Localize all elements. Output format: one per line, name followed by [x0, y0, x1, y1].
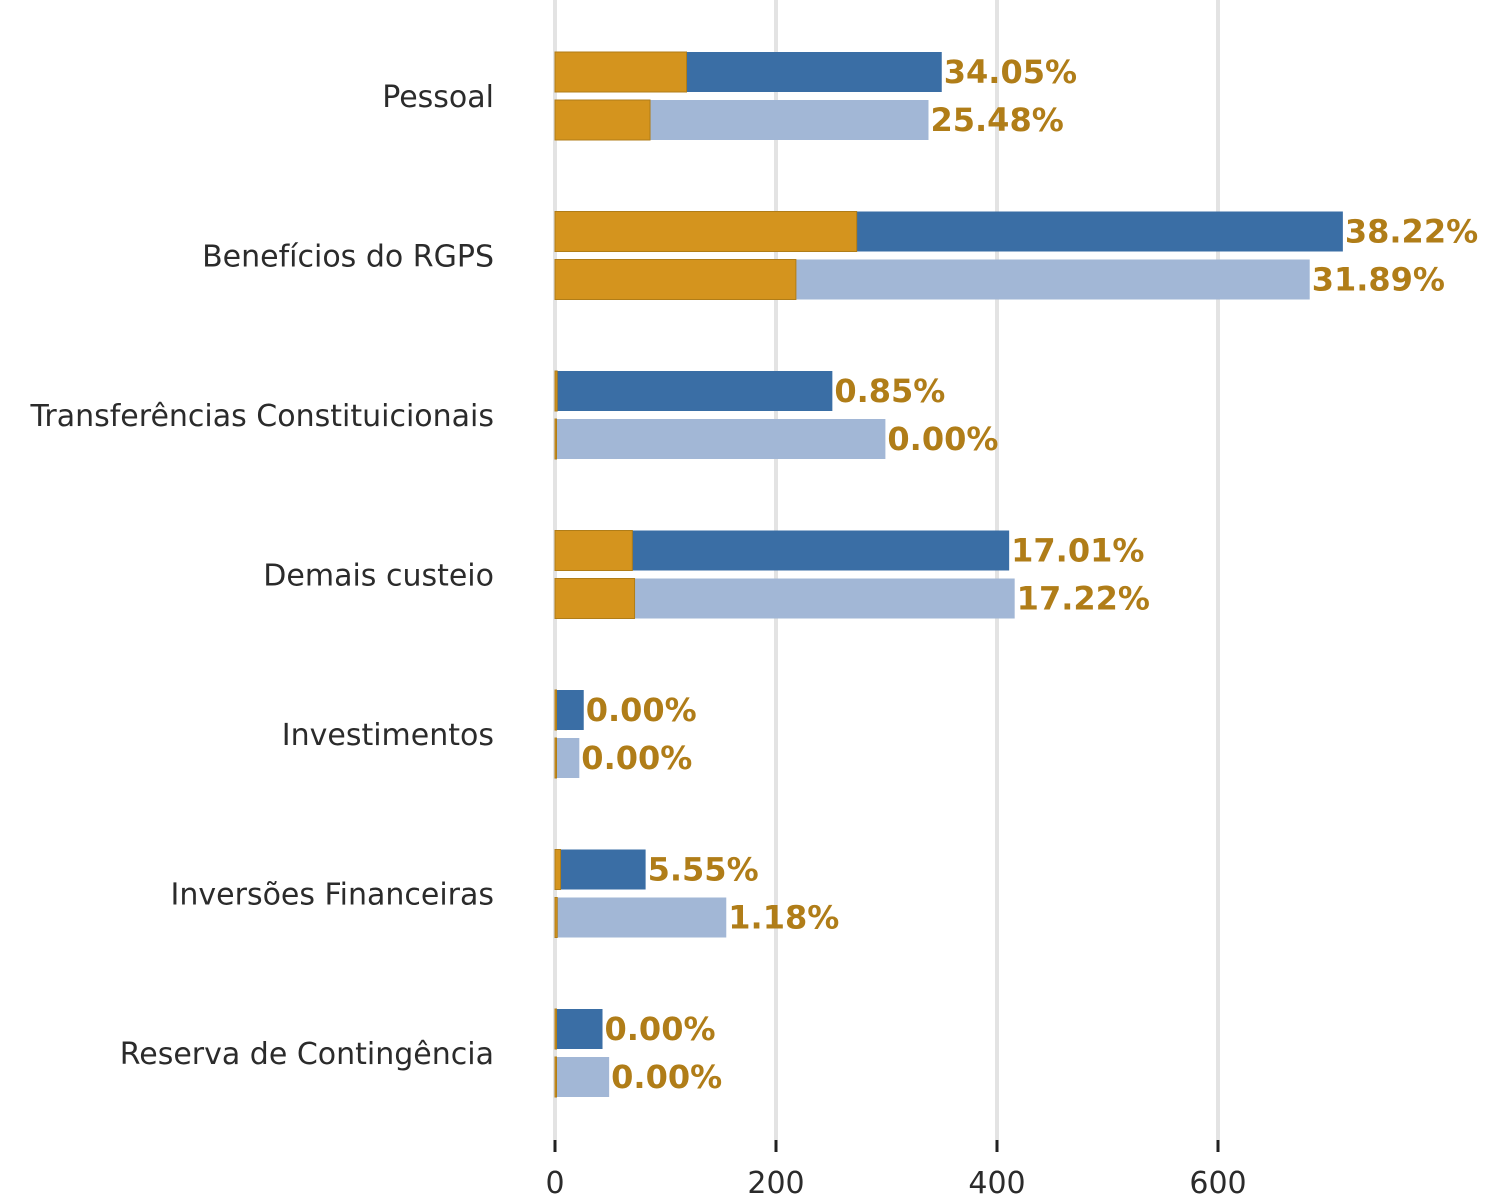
bar-b [555, 897, 727, 938]
bar-overlay-a [554, 211, 858, 252]
bar-overlay-a [554, 530, 633, 571]
bar-value-label: 0.00% [887, 420, 998, 458]
bar-overlay-b [554, 737, 557, 779]
x-axis: 0 200 400 600 [545, 1140, 1247, 1200]
bar-a [555, 690, 584, 730]
bar-overlay-b [554, 99, 651, 141]
bar-overlay-b [554, 897, 558, 938]
category-labels: Pessoal Benefícios do RGPS Transferências … [29, 80, 494, 1072]
bar-b [555, 1057, 610, 1097]
bar-a [555, 1009, 603, 1049]
bar-value-label: 34.05% [944, 53, 1077, 91]
category-label: Pessoal [382, 80, 494, 115]
bar-value-label: 0.00% [581, 739, 692, 777]
category-label: Transferências Constituicionais [29, 399, 494, 434]
bar-value-label: 17.01% [1011, 532, 1144, 570]
bar-value-label: 1.18% [728, 899, 839, 937]
category-label: Investimentos [282, 718, 494, 753]
bar-b [555, 738, 580, 778]
bar-value-label: 0.00% [611, 1058, 722, 1096]
x-tick-label: 0 [545, 1166, 564, 1200]
bar-overlay-b [554, 578, 636, 619]
bar-overlay-a [554, 51, 687, 93]
bar-overlay-b [554, 1056, 557, 1098]
category-label: Demais custeio [263, 559, 494, 594]
category-label: Inversões Financeiras [171, 878, 494, 913]
bar-value-label: 38.22% [1345, 213, 1478, 251]
bar-value-label: 31.89% [1312, 261, 1445, 299]
bar-a [555, 849, 646, 890]
bar-overlay-a [554, 370, 558, 412]
x-tick-label: 600 [1189, 1166, 1246, 1200]
bars [554, 51, 1343, 1098]
bar-overlay-a [554, 849, 562, 890]
x-tick-label: 200 [747, 1166, 804, 1200]
bar-value-label: 5.55% [648, 851, 759, 889]
bar-value-label: 0.00% [605, 1010, 716, 1048]
bar-overlay-b [554, 259, 797, 300]
bar-overlay-a [554, 689, 557, 731]
x-tick-label: 400 [968, 1166, 1025, 1200]
category-label: Reserva de Contingência [120, 1037, 494, 1072]
bar-b [555, 419, 886, 459]
bar-a [555, 371, 833, 411]
bar-overlay-b [554, 418, 557, 460]
bar-labels: 34.05% 25.48% 38.22% 31.89% 0.85% 0.00% 17.01%… [581, 53, 1478, 1096]
bar-value-label: 17.22% [1017, 580, 1150, 618]
bar-value-label: 0.00% [586, 691, 697, 729]
bar-value-label: 25.48% [930, 101, 1063, 139]
category-label: Benefícios do RGPS [202, 240, 494, 275]
bar-value-label: 0.85% [834, 372, 945, 410]
bar-overlay-a [554, 1008, 557, 1050]
